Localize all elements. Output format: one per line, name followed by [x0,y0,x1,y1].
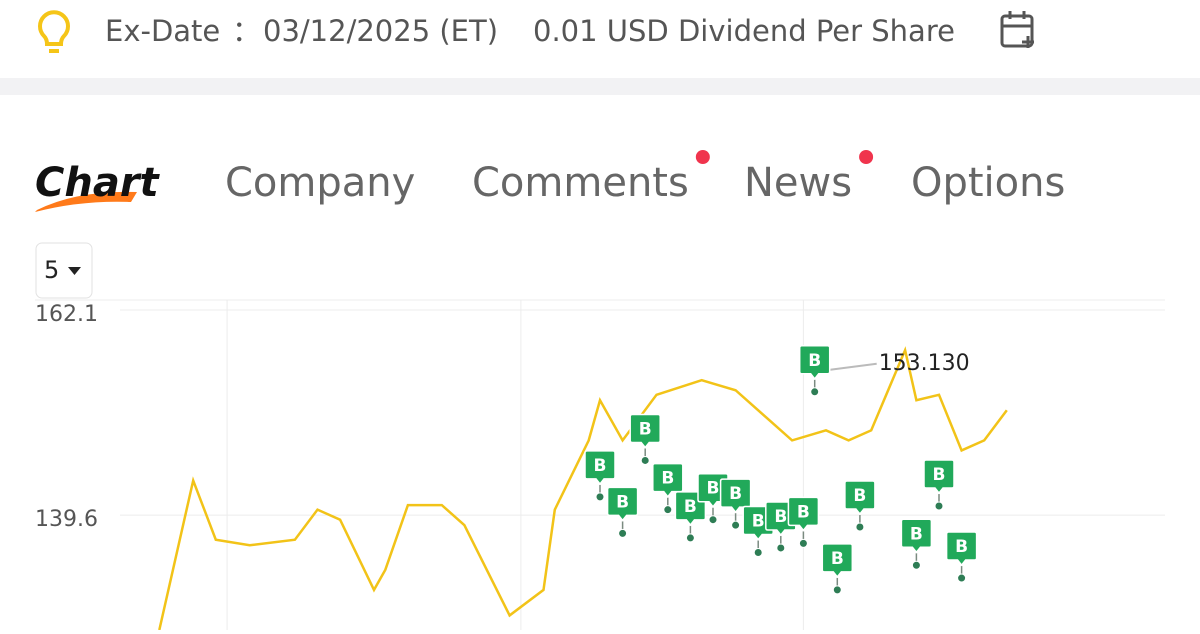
marker-dot [685,533,695,543]
marker-label: B [707,479,720,499]
y-tick-label: 162.1 [35,302,98,327]
tabs: Chart Company Comments News Options [35,150,1065,212]
tab-badge [695,150,710,164]
buy-marker [844,480,876,516]
marker-label: B [797,502,810,522]
marker-label: B [831,549,844,569]
buy-marker [629,413,661,449]
y-tick-label: 139.6 [35,507,98,532]
marker-label: B [684,497,697,517]
marker-label: B [933,465,946,485]
buy-marker [923,459,955,495]
tab[interactable]: Company [225,160,415,206]
marker-label: B [639,419,652,439]
line-series [158,346,1008,631]
period-selector[interactable] [35,242,93,299]
marker-dot [957,573,967,583]
marker-label: B [616,492,629,512]
calendar-icon[interactable] [1000,11,1034,48]
marker-dot [640,455,650,465]
marker-label: B [853,486,866,506]
marker-dot [855,522,865,532]
marker-label: B [955,537,968,557]
marker-label: B [752,512,765,532]
banner-dividend: 0.01 USD Dividend Per Share [533,14,955,48]
banner-label: Ex-Date [105,14,220,48]
marker-dot [663,505,673,515]
tab[interactable]: Chart [35,160,161,206]
marker-label: B [808,351,821,371]
tab-underline [35,191,137,212]
banner-separator: ： [232,14,261,48]
dropdown-arrow [68,267,81,275]
marker-dot [810,387,820,397]
tab[interactable]: Comments [472,160,689,206]
marker-label: B [594,456,607,476]
annotation-label: 153.130 [879,351,970,376]
marker-label: B [661,469,674,489]
buy-marker [798,345,831,380]
marker-dot [776,543,786,553]
marker-dot [832,585,842,595]
period-label: 5 [44,256,59,284]
marker-dot [798,538,808,548]
tab[interactable]: News [744,160,852,206]
marker-label: B [729,484,742,504]
banner-date: 03/12/2025 (ET) [263,14,498,48]
tab[interactable]: Options [911,160,1065,206]
marker-dot [753,548,763,558]
divider [0,78,1200,95]
marker-dot [934,501,944,511]
marker-dot [731,520,741,530]
buy-marker [821,543,854,579]
buy-marker [606,486,639,522]
tab-badge [859,150,874,164]
marker-dot [618,528,628,538]
bulb-icon [38,10,70,53]
buy-marker [900,518,933,554]
marker-dot [708,515,718,525]
marker-label: B [774,507,787,527]
marker-label: B [910,524,923,544]
buy-marker [787,496,820,532]
buy-marker [719,478,752,514]
marker-dot [595,492,605,502]
buy-marker [945,531,978,567]
buy-marker [652,462,684,498]
marker-dot [911,560,921,570]
buy-marker [584,450,616,486]
